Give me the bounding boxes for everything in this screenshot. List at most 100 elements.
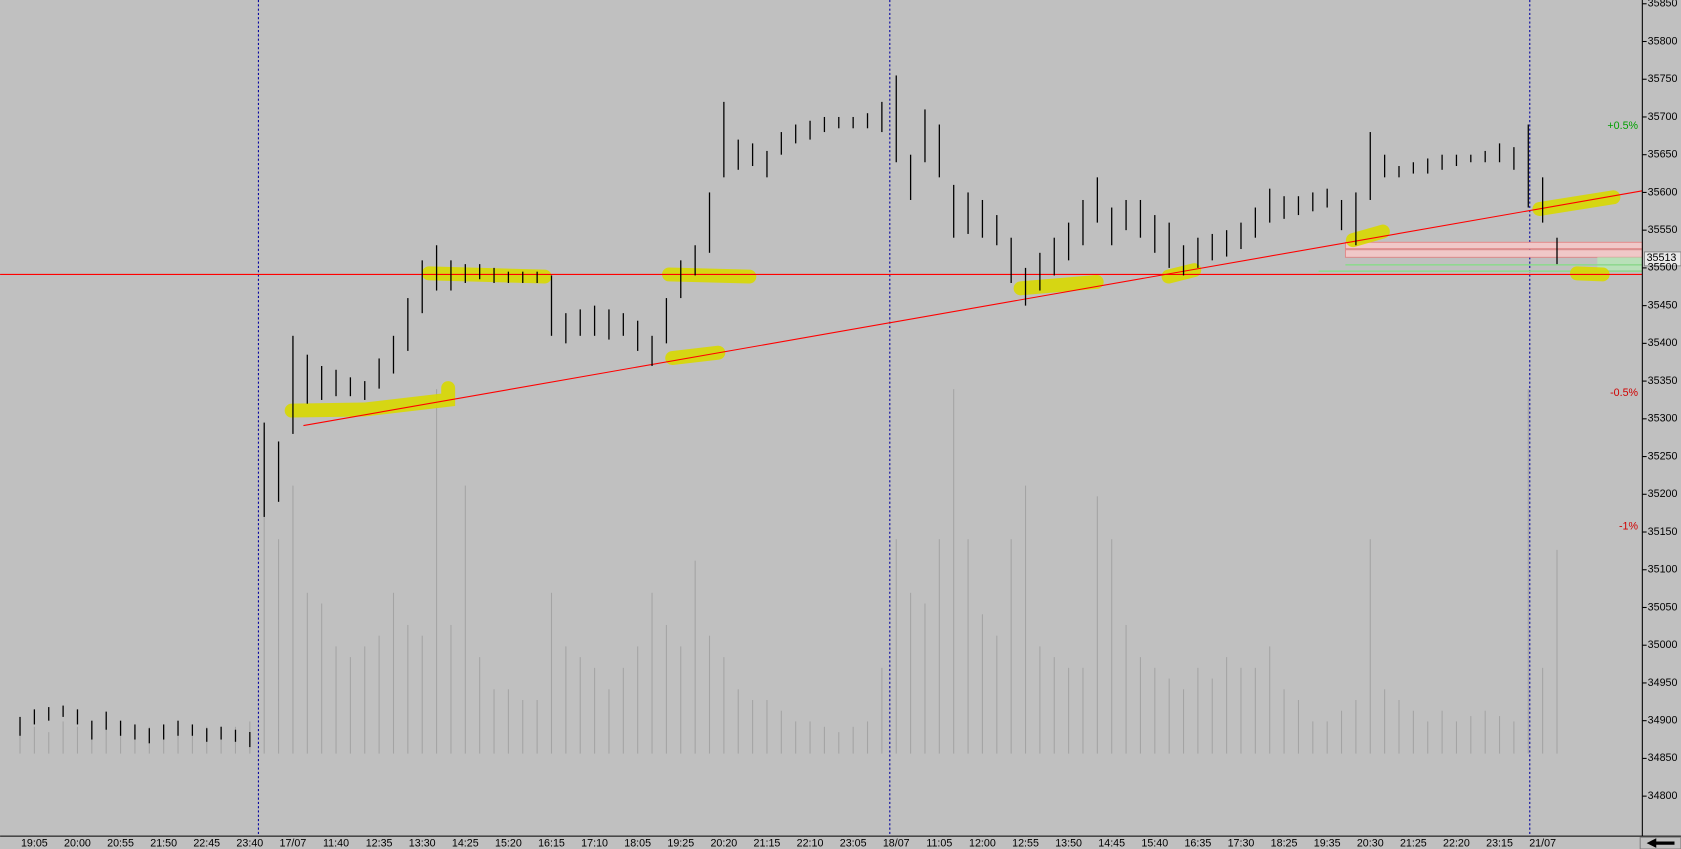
volume-bar <box>378 635 380 754</box>
volume-bar <box>163 732 165 754</box>
volume-bar <box>76 726 79 754</box>
volume-bar <box>191 732 193 754</box>
volume-bar <box>335 646 337 754</box>
volume-bar <box>550 592 553 754</box>
volume-bar <box>177 726 179 754</box>
volume-bar <box>1269 646 1271 754</box>
highlight <box>1161 263 1202 284</box>
x-tick-label: 17/07 <box>280 837 307 849</box>
volume-bar <box>852 726 854 754</box>
volume-bar <box>924 603 926 754</box>
volume-bar <box>953 389 955 754</box>
y-tick-label: 34900 <box>1648 715 1678 727</box>
volume-bar <box>91 732 93 754</box>
x-tick-label: 21/07 <box>1529 837 1556 849</box>
volume-bar <box>1010 539 1012 754</box>
y-tick-label: 35800 <box>1648 35 1678 47</box>
percent-label: -1% <box>1619 521 1639 533</box>
volume-bar <box>120 721 122 754</box>
volume-bar <box>809 721 811 754</box>
volume-bar <box>421 635 423 754</box>
volume-bar <box>1226 657 1228 754</box>
volume-bar <box>1024 485 1027 754</box>
volume-bar <box>737 689 739 754</box>
volume-bar <box>1542 667 1544 754</box>
volume-bar <box>1211 678 1213 754</box>
y-tick-label: 35700 <box>1648 111 1678 123</box>
highlight <box>284 381 456 418</box>
volume-bar <box>364 646 366 754</box>
volume-bar <box>1168 678 1170 754</box>
y-tick-label: 35750 <box>1648 73 1678 85</box>
volume-bar <box>1125 624 1127 754</box>
volume-bar <box>1312 721 1314 754</box>
volume-bar <box>1398 699 1400 754</box>
volume-bar <box>1556 549 1558 754</box>
volume-bar <box>910 592 912 754</box>
y-tick-label: 35100 <box>1648 564 1678 576</box>
volume-pane <box>19 389 1558 754</box>
x-tick-label: 19:35 <box>1314 837 1341 849</box>
volume-bar <box>967 539 969 754</box>
volume-bar <box>134 732 136 754</box>
volume-bar <box>1096 496 1098 754</box>
volume-bar <box>665 624 667 754</box>
volume-bar <box>306 592 308 754</box>
x-tick-label: 11:40 <box>323 837 349 849</box>
scroll-arrow[interactable] <box>1646 838 1675 848</box>
y-tick-label: 35000 <box>1648 639 1678 651</box>
volume-bar <box>450 624 452 754</box>
highlight <box>665 345 726 366</box>
volume-bar <box>766 699 768 754</box>
y-tick-label: 35550 <box>1648 224 1678 236</box>
x-tick-label: 20:55 <box>107 837 134 849</box>
volume-bar <box>823 726 825 754</box>
x-tick-label: 23:15 <box>1486 837 1513 849</box>
x-tick-label: 14:45 <box>1098 837 1125 849</box>
volume-bar <box>349 657 351 754</box>
volume-bar <box>723 657 725 754</box>
y-tick-label: 34800 <box>1648 790 1678 802</box>
pink-zone <box>1344 241 1643 250</box>
x-tick-label: 12:00 <box>969 837 996 849</box>
x-tick-label: 21:15 <box>754 837 781 849</box>
y-tick-label: 35600 <box>1648 186 1678 198</box>
x-tick-label: 20:20 <box>710 837 737 849</box>
x-tick-label: 20:30 <box>1357 837 1384 849</box>
volume-bar <box>1139 657 1141 754</box>
volume-bar <box>895 539 897 754</box>
volume-bar <box>594 667 596 754</box>
volume-bar <box>680 646 682 754</box>
scroll-button[interactable] <box>1639 836 1681 849</box>
volume-bar <box>1355 699 1357 754</box>
volume-bar <box>392 592 395 754</box>
x-tick-label: 17:10 <box>581 837 608 849</box>
x-tick-label: 22:20 <box>1443 837 1470 849</box>
volume-bar <box>292 485 294 754</box>
volume-bar <box>651 592 653 754</box>
x-tick-label: 16:35 <box>1184 837 1211 849</box>
volume-bar <box>1513 721 1515 754</box>
y-tick-label: 35500 <box>1648 262 1678 274</box>
volume-bar <box>795 721 797 754</box>
pink-zone <box>1344 249 1643 258</box>
volume-bar <box>1111 539 1113 754</box>
y-tick-label: 35300 <box>1648 413 1678 425</box>
volume-bar <box>1326 721 1328 754</box>
volume-bar <box>996 635 998 754</box>
volume-bar <box>1082 667 1084 754</box>
percent-label: -0.5% <box>1610 387 1638 399</box>
volume-bar <box>1182 689 1185 754</box>
volume-bar <box>938 539 940 754</box>
volume-bar <box>105 726 107 754</box>
volume-bar <box>507 689 509 754</box>
volume-bar <box>1369 539 1371 754</box>
x-tick-label: 20:00 <box>64 837 91 849</box>
volume-bar <box>1441 710 1443 754</box>
x-tick-label: 13:50 <box>1055 837 1082 849</box>
x-tick-label: 12:35 <box>366 837 393 849</box>
x-tick-label: 12:55 <box>1012 837 1039 849</box>
volume-bar <box>1240 667 1242 754</box>
y-tick-label: 34950 <box>1648 677 1678 689</box>
